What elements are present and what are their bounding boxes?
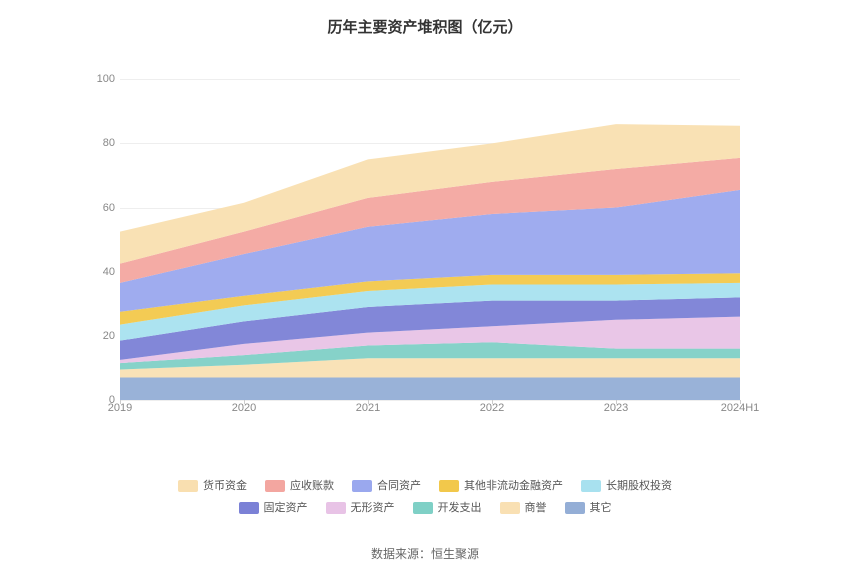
x-tick-label: 2024H1 xyxy=(721,402,760,414)
legend-swatch xyxy=(500,502,520,514)
legend-label: 固定资产 xyxy=(264,497,308,519)
grid-line xyxy=(120,400,740,401)
legend-row: 货币资金 应收账款 合同资产 其他非流动金融资产 长期股权投资 xyxy=(125,475,725,497)
legend-label: 应收账款 xyxy=(290,475,334,497)
legend-item: 应收账款 xyxy=(265,475,334,497)
legend-swatch xyxy=(265,480,285,492)
x-tick-label: 2023 xyxy=(604,402,628,414)
y-axis: 020406080100 xyxy=(80,60,115,400)
legend-label: 长期股权投资 xyxy=(606,475,672,497)
legend-item: 开发支出 xyxy=(413,497,482,519)
legend-label: 货币资金 xyxy=(203,475,247,497)
legend-item: 商誉 xyxy=(500,497,547,519)
legend-label: 合同资产 xyxy=(377,475,421,497)
chart-container: 历年主要资产堆积图（亿元） 020406080100 2019202020212… xyxy=(0,0,850,575)
legend-label: 开发支出 xyxy=(438,497,482,519)
chart-title: 历年主要资产堆积图（亿元） xyxy=(0,0,850,45)
legend-label: 商誉 xyxy=(525,497,547,519)
x-tick-label: 2020 xyxy=(232,402,256,414)
y-tick-label: 80 xyxy=(80,137,115,149)
x-tick-label: 2019 xyxy=(108,402,132,414)
stacked-area-svg xyxy=(120,60,740,400)
data-source: 数据来源：恒生聚源 xyxy=(0,545,850,562)
y-tick-label: 20 xyxy=(80,330,115,342)
legend-item: 无形资产 xyxy=(326,497,395,519)
legend-label: 其他非流动金融资产 xyxy=(464,475,563,497)
legend-swatch xyxy=(352,480,372,492)
legend-label: 其它 xyxy=(590,497,612,519)
legend-item: 长期股权投资 xyxy=(581,475,672,497)
legend-swatch xyxy=(178,480,198,492)
area-series xyxy=(120,378,740,400)
legend-swatch xyxy=(565,502,585,514)
legend-item: 固定资产 xyxy=(239,497,308,519)
legend-swatch xyxy=(439,480,459,492)
y-tick-label: 100 xyxy=(80,73,115,85)
x-tick-label: 2021 xyxy=(356,402,380,414)
x-axis: 201920202021202220232024H1 xyxy=(120,402,740,422)
legend-swatch xyxy=(326,502,346,514)
legend: 货币资金 应收账款 合同资产 其他非流动金融资产 长期股权投资固定资产 无形资产 开发支出 商… xyxy=(125,475,725,519)
legend-item: 合同资产 xyxy=(352,475,421,497)
x-tick-label: 2022 xyxy=(480,402,504,414)
y-tick-label: 40 xyxy=(80,266,115,278)
legend-item: 其它 xyxy=(565,497,612,519)
legend-item: 货币资金 xyxy=(178,475,247,497)
legend-swatch xyxy=(413,502,433,514)
legend-label: 无形资产 xyxy=(351,497,395,519)
y-tick-label: 60 xyxy=(80,202,115,214)
legend-row: 固定资产 无形资产 开发支出 商誉 其它 xyxy=(125,497,725,519)
legend-swatch xyxy=(239,502,259,514)
legend-item: 其他非流动金融资产 xyxy=(439,475,563,497)
legend-swatch xyxy=(581,480,601,492)
plot-area xyxy=(120,60,740,400)
